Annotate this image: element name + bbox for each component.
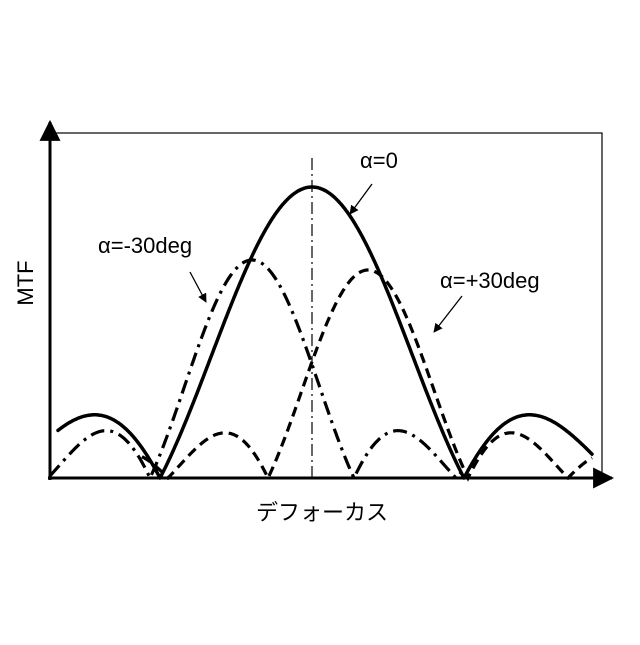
alpha-minus-30-label: α=-30deg	[98, 233, 192, 258]
alpha-0-pointer	[350, 184, 372, 214]
alpha-minus-30-curve	[50, 260, 462, 478]
alpha-plus-30-pointer	[434, 296, 462, 332]
alpha-minus-30-pointer	[190, 272, 206, 302]
y-axis-label: MTF	[13, 260, 38, 305]
x-axis-label: デフォーカス	[256, 500, 388, 525]
alpha-plus-30-curve	[142, 270, 592, 478]
alpha-plus-30-label: α=+30deg	[440, 268, 540, 293]
plot-frame	[50, 133, 602, 478]
alpha-0-label: α=0	[360, 148, 398, 173]
